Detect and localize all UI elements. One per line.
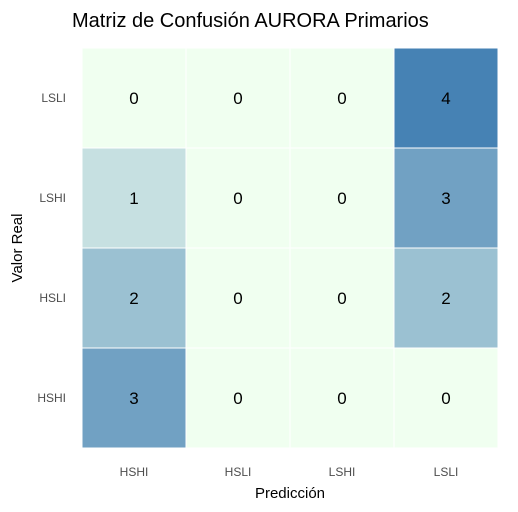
heatmap-cell bbox=[289, 247, 395, 349]
heatmap-cell bbox=[393, 47, 499, 149]
cell-value-label: 2 bbox=[129, 289, 138, 308]
x-tick-label: LSHI bbox=[329, 465, 356, 479]
heatmap-cell bbox=[289, 347, 395, 449]
y-tick-label: LSHI bbox=[39, 191, 66, 205]
cell-value-label: 0 bbox=[233, 289, 242, 308]
x-tick-label: HSLI bbox=[225, 465, 252, 479]
cell-value-label: 0 bbox=[441, 389, 450, 408]
cell-value-label: 0 bbox=[337, 189, 346, 208]
heatmap-cell bbox=[289, 47, 395, 149]
x-tick-label: HSHI bbox=[120, 465, 149, 479]
x-tick-label: LSLI bbox=[434, 465, 459, 479]
heatmap-cell bbox=[81, 347, 187, 449]
cell-value-label: 3 bbox=[129, 389, 138, 408]
cell-value-label: 2 bbox=[441, 289, 450, 308]
y-axis-label: Valor Real bbox=[9, 214, 26, 283]
y-tick-label: LSLI bbox=[41, 91, 66, 105]
y-tick-label: HSLI bbox=[39, 291, 66, 305]
cell-value-label: 3 bbox=[441, 189, 450, 208]
x-axis-label: Predicción bbox=[255, 485, 325, 502]
heatmap-cells bbox=[81, 47, 499, 449]
cell-value-label: 0 bbox=[233, 189, 242, 208]
heatmap-cell bbox=[185, 47, 291, 149]
heatmap-cell bbox=[185, 347, 291, 449]
x-tick-labels: HSHI HSLI LSHI LSLI bbox=[120, 465, 459, 479]
cell-value-label: 0 bbox=[129, 89, 138, 108]
y-tick-label: HSHI bbox=[37, 391, 66, 405]
cell-value-label: 0 bbox=[233, 89, 242, 108]
cell-value-label: 4 bbox=[441, 89, 450, 108]
heatmap-cell bbox=[185, 147, 291, 249]
heatmap-cell bbox=[289, 147, 395, 249]
heatmap-cell bbox=[81, 47, 187, 149]
y-tick-labels: LSLI LSHI HSLI HSHI bbox=[37, 91, 66, 405]
cell-value-label: 0 bbox=[233, 389, 242, 408]
chart-title: Matriz de Confusión AURORA Primarios bbox=[72, 10, 429, 32]
heatmap-cell bbox=[393, 247, 499, 349]
cell-value-label: 0 bbox=[337, 289, 346, 308]
heatmap-cell bbox=[393, 347, 499, 449]
cell-value-label: 0 bbox=[337, 389, 346, 408]
cell-value-labels: 0 0 0 4 1 0 0 3 2 0 0 2 3 0 0 0 bbox=[129, 89, 450, 408]
heatmap-cell bbox=[393, 147, 499, 249]
cell-value-label: 1 bbox=[129, 189, 138, 208]
cell-value-label: 0 bbox=[337, 89, 346, 108]
